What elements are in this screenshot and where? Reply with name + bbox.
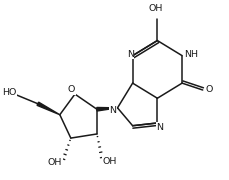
- Text: N: N: [127, 50, 134, 59]
- Text: O: O: [68, 86, 75, 94]
- Text: O: O: [205, 86, 213, 94]
- Polygon shape: [37, 102, 60, 115]
- Text: OH: OH: [48, 158, 62, 167]
- Text: NH: NH: [184, 50, 198, 59]
- Text: OH: OH: [103, 157, 117, 166]
- Text: N: N: [109, 105, 116, 114]
- Polygon shape: [97, 107, 117, 111]
- Text: HO: HO: [2, 88, 16, 97]
- Text: OH: OH: [149, 4, 163, 13]
- Text: N: N: [156, 123, 163, 132]
